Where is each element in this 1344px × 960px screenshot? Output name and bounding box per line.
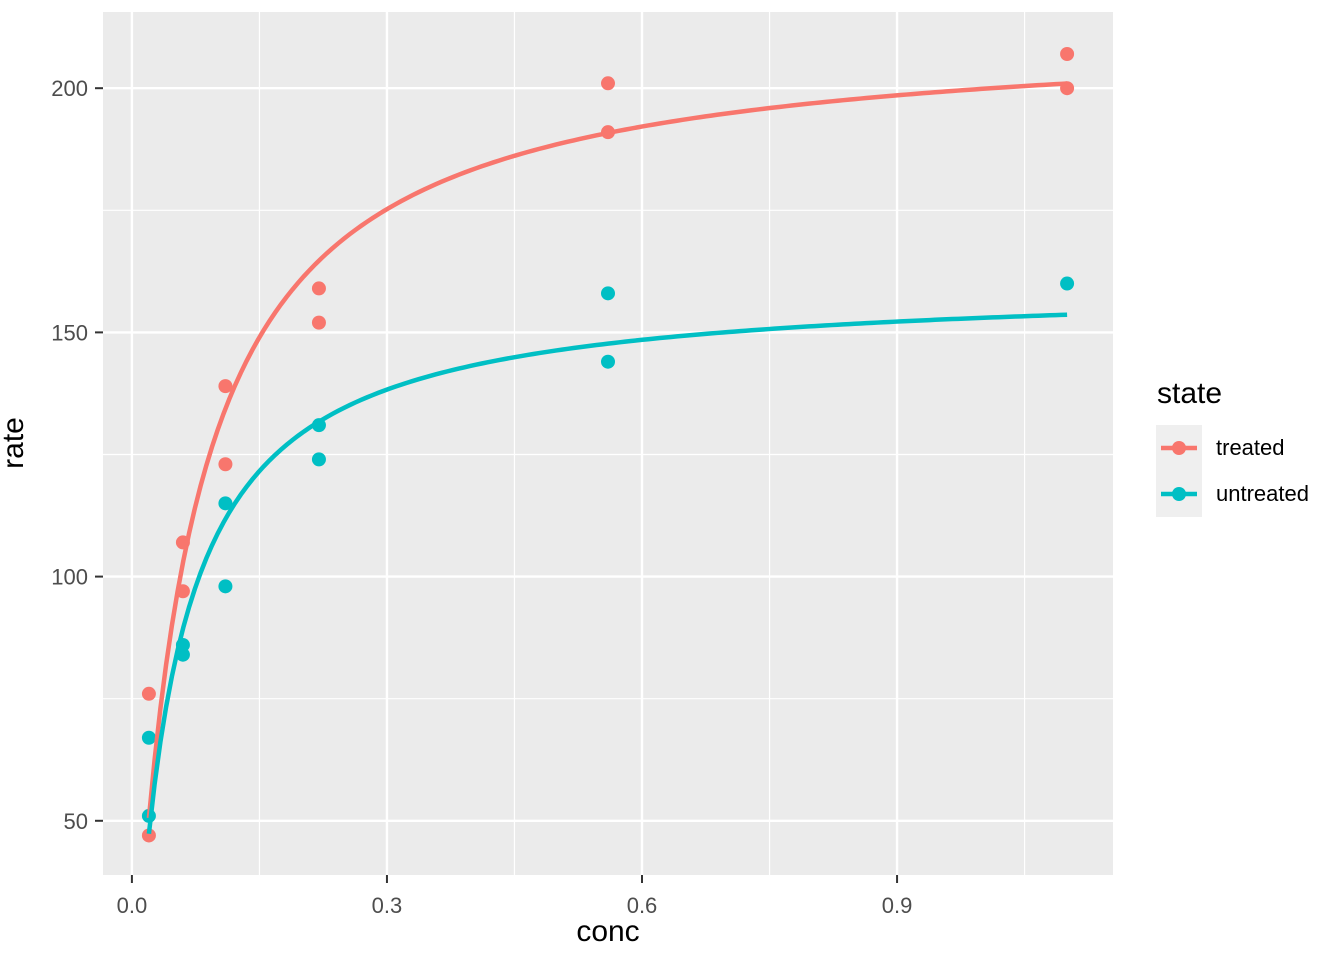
x-tick-label: 0.9 [882, 893, 913, 918]
legend-point-glyph [1172, 441, 1186, 455]
legend-label-treated: treated [1216, 435, 1285, 460]
y-tick-label: 200 [51, 76, 88, 101]
fit-curve-untreated [146, 312, 1068, 835]
data-point-untreated [141, 730, 156, 745]
legend-entry-treated: treated [1156, 425, 1309, 471]
y-tick-label: 100 [51, 565, 88, 590]
legend-key-treated [1156, 425, 1202, 471]
data-point-treated [141, 828, 156, 843]
data-point-treated [601, 76, 615, 91]
legend-label-untreated: untreated [1216, 481, 1309, 506]
data-point-treated [218, 457, 233, 472]
y-axis-title: rate [0, 417, 30, 469]
plot-panel [103, 12, 1113, 875]
legend-point-glyph [1172, 487, 1186, 501]
legend-glyph-untreated [1161, 487, 1197, 501]
y-tick-label: 150 [51, 320, 88, 345]
data-point-treated [1060, 47, 1075, 62]
legend-entries: treated untreated [1156, 425, 1309, 517]
data-point-untreated [601, 354, 615, 369]
legend-entry-untreated: untreated [1156, 471, 1309, 517]
data-point-treated [311, 315, 326, 330]
data-point-untreated [218, 579, 233, 594]
x-tick-label: 0.0 [117, 893, 148, 918]
data-point-treated [218, 379, 233, 394]
y-tick-label: 50 [64, 809, 88, 834]
data-point-untreated [218, 496, 233, 511]
data-point-treated [311, 281, 326, 296]
data-point-untreated [601, 286, 615, 301]
data-point-treated [141, 686, 156, 701]
legend: state treated untreated [1156, 379, 1309, 517]
data-point-untreated [311, 452, 326, 467]
legend-key-untreated [1156, 471, 1202, 517]
legend-glyph-treated [1161, 441, 1197, 455]
fit-curve-treated [146, 81, 1068, 819]
data-point-untreated [1060, 276, 1075, 291]
x-axis-title: conc [576, 915, 640, 948]
x-tick-label: 0.3 [372, 893, 403, 918]
legend-title: state [1157, 377, 1223, 410]
x-tick-label: 0.6 [627, 893, 658, 918]
